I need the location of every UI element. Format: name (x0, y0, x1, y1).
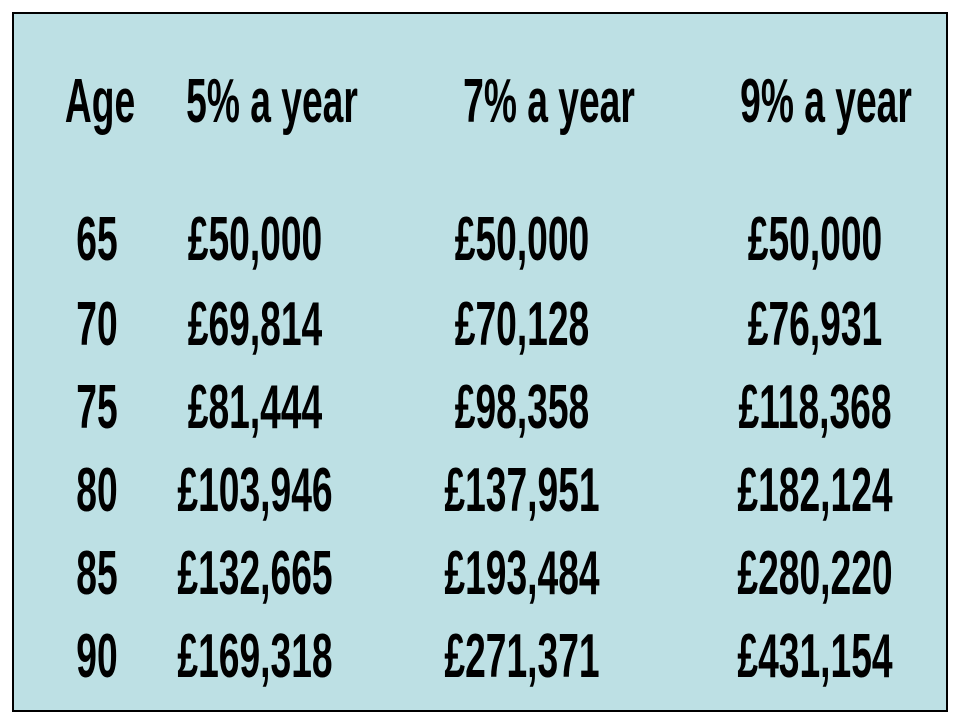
value-cell: £76,931 (747, 290, 883, 359)
value-cell: £137,951 (444, 456, 600, 525)
value-cell: £271,371 (444, 622, 600, 691)
value-cell: £431,154 (737, 622, 893, 691)
value-cell: £118,368 (738, 373, 892, 442)
value-cell: £50,000 (187, 205, 323, 274)
age-cell: 75 (76, 373, 118, 442)
value-cell: £70,128 (454, 290, 590, 359)
value-cell: £81,444 (187, 373, 323, 442)
age-cell: 80 (76, 456, 118, 525)
value-cell: £132,665 (177, 539, 333, 608)
value-cell: £50,000 (747, 205, 883, 274)
value-cell: £193,484 (444, 539, 600, 608)
value-cell: £69,814 (187, 290, 323, 359)
column-header: 5% a year (186, 67, 358, 136)
column-header: Age (64, 67, 136, 136)
value-cell: £182,124 (737, 456, 893, 525)
column-header: 9% a year (740, 67, 912, 136)
value-cell: £103,946 (177, 456, 333, 525)
column-header: 7% a year (463, 67, 635, 136)
age-cell: 90 (76, 622, 118, 691)
value-cell: £280,220 (737, 539, 893, 608)
age-cell: 85 (76, 539, 118, 608)
table-panel (12, 12, 948, 712)
age-cell: 65 (76, 205, 118, 274)
age-cell: 70 (76, 290, 118, 359)
value-cell: £98,358 (454, 373, 590, 442)
value-cell: £50,000 (454, 205, 590, 274)
value-cell: £169,318 (177, 622, 333, 691)
